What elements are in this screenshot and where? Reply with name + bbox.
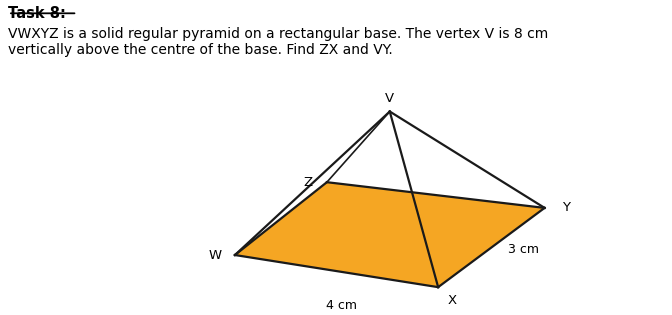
Text: VWXYZ is a solid regular pyramid on a rectangular base. The vertex V is 8 cm: VWXYZ is a solid regular pyramid on a re… bbox=[8, 27, 548, 41]
Text: 3 cm: 3 cm bbox=[508, 243, 540, 256]
Text: W: W bbox=[209, 249, 222, 261]
Text: V: V bbox=[385, 92, 394, 105]
Text: vertically above the centre of the base. Find ZX and VY.: vertically above the centre of the base.… bbox=[8, 43, 393, 57]
Text: Y: Y bbox=[562, 201, 571, 215]
Text: Z: Z bbox=[303, 176, 312, 189]
Text: Task 8:: Task 8: bbox=[8, 6, 66, 21]
Text: X: X bbox=[448, 294, 457, 306]
Polygon shape bbox=[235, 182, 544, 287]
Text: 4 cm: 4 cm bbox=[326, 299, 357, 312]
